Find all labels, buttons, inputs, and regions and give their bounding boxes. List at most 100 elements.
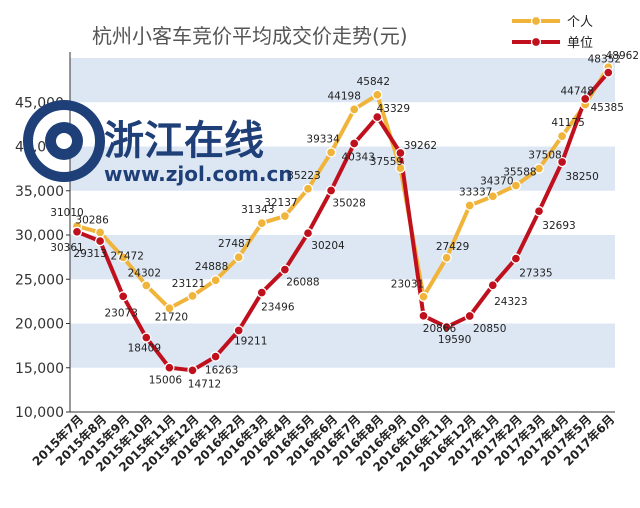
data-label: 27335	[519, 268, 552, 280]
grid-band	[70, 323, 615, 368]
zjol-watermark: 浙江在线 www.zjol.com.cn	[23, 100, 293, 186]
data-point	[233, 252, 244, 263]
data-point	[256, 287, 267, 298]
data-label: 31010	[50, 207, 83, 219]
data-point	[418, 291, 429, 302]
data-label: 39334	[306, 133, 340, 145]
data-label: 38250	[565, 171, 598, 183]
data-label: 35588	[503, 167, 536, 179]
data-point	[233, 325, 244, 336]
legend-label: 个人	[567, 15, 593, 30]
data-label: 41175	[551, 117, 584, 129]
data-point	[533, 206, 545, 217]
data-label: 45385	[590, 102, 623, 114]
y-tick-label: 10,000	[15, 405, 64, 421]
data-point	[164, 362, 175, 373]
watermark-logo-text: 浙江在线	[104, 118, 264, 164]
data-point	[441, 321, 452, 333]
data-label: 15006	[149, 375, 183, 387]
data-point	[418, 310, 429, 321]
data-label: 20866	[423, 323, 457, 335]
data-point	[487, 280, 498, 291]
data-label: 30204	[311, 240, 345, 252]
data-point	[118, 252, 129, 263]
data-point	[372, 89, 383, 100]
data-label: 32693	[542, 220, 575, 232]
data-label: 26088	[286, 277, 319, 289]
data-point	[349, 138, 360, 149]
data-label: 30361	[50, 242, 83, 254]
data-label: 23031	[391, 279, 424, 291]
data-label: 44198	[327, 90, 360, 102]
y-tick-label: 20,000	[15, 317, 64, 333]
data-label: 32137	[264, 197, 297, 209]
data-label: 18409	[128, 343, 161, 355]
data-point	[325, 147, 337, 158]
grid-band	[70, 58, 615, 103]
data-label: 35028	[332, 198, 365, 210]
data-point	[441, 252, 452, 263]
data-point	[487, 191, 498, 202]
data-point	[464, 200, 475, 211]
logo-ring-icon	[23, 100, 105, 182]
data-point	[556, 156, 568, 168]
data-point	[279, 264, 291, 275]
data-label: 27429	[436, 241, 469, 253]
data-point	[302, 183, 314, 194]
data-label: 31343	[241, 204, 274, 216]
data-label: 16263	[205, 365, 238, 377]
data-label: 39262	[404, 140, 437, 152]
data-point	[279, 210, 291, 222]
watermark-url: www.zjol.com.cn	[104, 162, 293, 186]
data-point	[556, 130, 568, 142]
data-label: 48962	[606, 50, 639, 62]
series-line-1	[76, 71, 610, 373]
data-point	[187, 365, 198, 376]
chart-title: 杭州小客车竞价平均成交价走势(元)	[92, 24, 408, 48]
data-point	[71, 226, 83, 237]
data-label: 23496	[261, 302, 295, 314]
data-label: 35223	[287, 170, 320, 182]
data-point	[580, 93, 591, 104]
data-point	[141, 280, 152, 291]
legend-label: 单位	[567, 36, 593, 51]
data-point	[395, 162, 406, 174]
data-label: 30286	[75, 214, 109, 226]
data-point	[510, 180, 522, 191]
logo-dot-icon	[56, 133, 72, 149]
data-point	[302, 228, 314, 239]
data-point	[372, 111, 383, 123]
data-point	[94, 235, 106, 247]
y-tick-label: 35,000	[15, 184, 64, 200]
data-label: 24302	[128, 267, 161, 279]
data-point	[510, 253, 522, 264]
data-point	[210, 275, 221, 286]
data-label: 20850	[473, 323, 506, 335]
data-label: 40343	[341, 151, 374, 163]
y-tick-label: 15,000	[15, 361, 64, 377]
data-point	[464, 310, 475, 322]
data-label: 45842	[357, 76, 390, 88]
data-point	[94, 227, 106, 238]
data-label: 29313	[73, 248, 106, 260]
data-label: 33337	[459, 186, 492, 198]
data-point	[210, 351, 221, 362]
data-label: 37559	[370, 156, 403, 168]
data-point	[349, 104, 360, 115]
data-label: 27472	[110, 250, 143, 262]
data-point	[533, 163, 545, 174]
data-point	[395, 147, 406, 159]
data-point	[187, 290, 198, 302]
data-label: 34370	[480, 175, 513, 187]
data-label: 19211	[234, 335, 267, 347]
data-label: 23073	[104, 307, 137, 319]
data-label: 24888	[195, 261, 228, 273]
data-label: 21720	[155, 311, 188, 323]
data-label: 37508	[528, 150, 561, 162]
data-point	[325, 185, 337, 196]
legend-marker	[530, 15, 542, 27]
data-label: 44748	[560, 85, 593, 97]
